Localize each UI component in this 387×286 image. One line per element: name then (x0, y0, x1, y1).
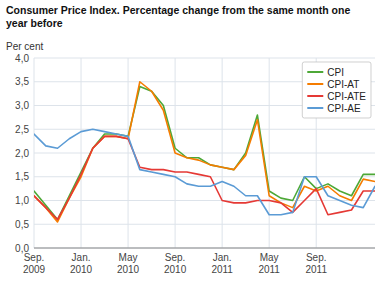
x-tick-label: Sep.2010 (164, 252, 187, 275)
legend-label: CPI-AT (327, 79, 359, 90)
y-tick-label: 4,0 (15, 53, 29, 64)
x-tick-label: Jan.2011 (211, 252, 233, 275)
y-axis-label: Per cent (6, 41, 43, 52)
x-grid-line (81, 58, 82, 248)
y-grid-line (34, 129, 375, 130)
y-tick-label: 1,0 (15, 195, 29, 206)
legend-swatch (307, 107, 323, 109)
x-tick-label: May2011 (258, 252, 280, 275)
y-tick-label: 1,5 (15, 171, 29, 182)
y-tick-label: 3,0 (15, 100, 29, 111)
x-tick-label: Sep.2011 (305, 252, 327, 275)
y-grid-line (34, 224, 375, 225)
legend-label: CPI-ATE (327, 91, 366, 102)
x-tick-label: Sep.2009 (23, 252, 46, 275)
y-tick-label: 3,5 (15, 76, 29, 87)
y-tick-label: 0,5 (15, 219, 29, 230)
series-line (34, 136, 375, 219)
legend-swatch (307, 71, 323, 73)
legend: CPICPI-ATCPI-ATECPI-AE (302, 62, 371, 118)
y-grid-line (34, 248, 375, 249)
grid (34, 58, 375, 248)
y-grid-line (34, 200, 375, 201)
chart: Consumer Price Index. Percentage change … (0, 0, 387, 286)
legend-swatch (307, 83, 323, 85)
x-tick-label: May2010 (117, 252, 140, 275)
legend-swatch (307, 95, 323, 97)
y-tick-label: 2,5 (15, 124, 29, 135)
y-grid-line (34, 58, 375, 59)
background (0, 0, 387, 286)
x-tick-label: Jan.2010 (70, 252, 93, 275)
axes: 0,00,51,01,52,02,53,03,54,0Sep.2009Jan.2… (15, 53, 375, 276)
legend-label: CPI (327, 67, 344, 78)
x-grid-line (128, 58, 129, 248)
series-line (34, 129, 375, 215)
x-grid-line (269, 58, 270, 248)
legend-label: CPI-AE (327, 103, 361, 114)
y-grid-line (34, 176, 375, 177)
y-grid-line (34, 153, 375, 154)
x-grid-line (34, 58, 35, 248)
legend-box (302, 62, 371, 118)
x-axis-line (34, 248, 375, 249)
x-grid-line (222, 58, 223, 248)
title: Consumer Price Index. Percentage change … (6, 4, 350, 29)
y-tick-label: 2,0 (15, 148, 29, 159)
